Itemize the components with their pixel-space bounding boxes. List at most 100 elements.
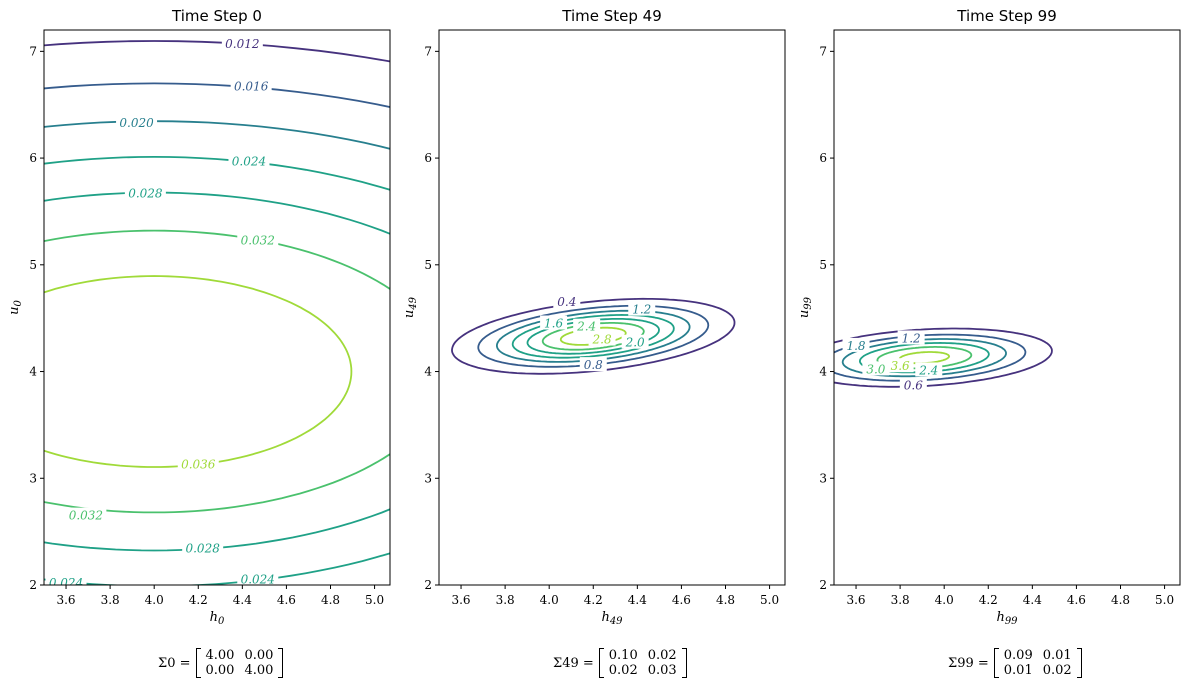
contour-level-0.032	[44, 229, 390, 514]
y-tick-label: 5	[29, 258, 37, 272]
y-tick-label: 4	[819, 365, 827, 379]
contour-level-0.024	[44, 155, 390, 585]
contour-level-0.020	[44, 120, 390, 150]
y-tick-label: 5	[424, 258, 432, 272]
contour-label: 1.2	[632, 303, 651, 317]
chart-title-2: Time Step 99	[956, 7, 1057, 25]
covariance-label-99: Σ99 =	[948, 655, 989, 671]
y-axis-label-2: u99	[797, 296, 814, 318]
x-tick-label: 4.4	[628, 593, 647, 607]
x-axis-label-2: h99	[996, 610, 1018, 627]
x-tick-label: 4.2	[189, 593, 208, 607]
x-tick-label: 3.6	[846, 593, 865, 607]
contour-label: 0.032	[241, 233, 275, 247]
contour-label: 0.020	[119, 116, 154, 130]
contour-level-1.8	[841, 338, 1007, 378]
x-tick-label: 3.8	[891, 593, 910, 607]
contour-label: 1.2	[902, 331, 921, 345]
y-tick-label: 2	[424, 578, 432, 592]
contour-label: 1.6	[544, 317, 563, 331]
x-tick-label: 4.6	[277, 593, 296, 607]
contour-label: 1.8	[846, 339, 865, 353]
cov-0-r0c1: 0.00	[244, 648, 274, 663]
contour-label: 0.4	[557, 295, 576, 309]
y-tick-label: 7	[29, 44, 37, 58]
x-tick-label: 5.0	[760, 593, 779, 607]
contour-label: 0.024	[232, 154, 266, 168]
x-tick-label: 3.8	[496, 593, 515, 607]
y-tick-label: 5	[819, 258, 827, 272]
contour-label: 0.024	[49, 576, 83, 590]
y-tick-label: 6	[424, 151, 432, 165]
contour-level-0.036	[44, 275, 353, 468]
x-tick-label: 4.0	[145, 593, 164, 607]
covariance-label-49: Σ49 =	[553, 655, 594, 671]
contour-level-0.028	[44, 191, 390, 552]
x-tick-label: 4.4	[1023, 593, 1042, 607]
cov-0-r0c0: 4.00	[205, 648, 235, 663]
x-tick-label: 5.0	[1155, 593, 1174, 607]
x-tick-label: 4.8	[716, 593, 735, 607]
covariance-matrix-0: Σ0 = 4.00 0.00 0.00 4.00	[158, 648, 284, 678]
x-tick-label: 4.2	[979, 593, 998, 607]
contour-label: 2.8	[592, 333, 612, 347]
cov-99-r1c1: 0.02	[1042, 663, 1072, 678]
axes-frame-2	[833, 29, 1181, 586]
y-tick-label: 3	[29, 471, 37, 485]
contour-level-3.0	[876, 346, 973, 370]
y-tick-label: 2	[819, 578, 827, 592]
contour-level-1.2	[834, 333, 1027, 382]
y-axis-label-1: u49	[402, 296, 419, 318]
x-axis-label-1: h49	[601, 610, 623, 627]
y-tick-label: 3	[424, 471, 432, 485]
x-tick-label: 4.6	[1067, 593, 1086, 607]
axes-frame-1	[438, 29, 786, 586]
x-tick-label: 4.6	[672, 593, 691, 607]
y-tick-label: 4	[424, 365, 432, 379]
chart-title-1: Time Step 49	[561, 7, 662, 25]
contour-level-0.016	[44, 82, 390, 108]
contour-label: 2.0	[625, 336, 645, 350]
cov-49-r0c1: 0.02	[647, 648, 677, 663]
x-tick-label: 4.8	[321, 593, 340, 607]
x-tick-label: 4.0	[540, 593, 559, 607]
covariance-matrix-49: Σ49 = 0.10 0.02 0.02 0.03	[553, 648, 687, 678]
subplot-0: 0.012 0.016 0.020 0.024 0.028 0.032 0.036 0.032…	[7, 7, 391, 627]
chart-title-0: Time Step 0	[171, 7, 262, 25]
y-axis-label-0: u0	[7, 300, 24, 315]
y-tick-label: 7	[819, 44, 827, 58]
y-tick-label: 4	[29, 365, 37, 379]
x-tick-label: 5.0	[365, 593, 384, 607]
contour-label: 2.4	[576, 320, 596, 334]
y-tick-label: 3	[819, 471, 827, 485]
cov-49-r1c1: 0.03	[647, 663, 677, 678]
y-tick-label: 7	[424, 44, 432, 58]
contour-level-0.6	[834, 327, 1053, 388]
x-tick-label: 4.8	[1111, 593, 1130, 607]
x-tick-label: 4.4	[233, 593, 252, 607]
subplot-1: 0.4 1.2 1.6 2.42.8 2.0 0.8 3.6 3.8 4.0 4.2 4.4 4.6 4…	[402, 7, 786, 627]
contour-label: 0.8	[584, 358, 603, 372]
x-tick-label: 3.6	[56, 593, 75, 607]
x-tick-label: 4.0	[935, 593, 954, 607]
covariance-label-0: Σ0 =	[158, 655, 191, 671]
contour-label: 3.0	[866, 362, 885, 376]
y-tick-label: 2	[29, 578, 37, 592]
cov-0-r1c0: 0.00	[205, 663, 235, 678]
cov-99-r0c1: 0.01	[1042, 648, 1072, 663]
y-tick-label: 6	[29, 151, 37, 165]
contour-level-0.012	[44, 40, 390, 63]
cov-0-r1c1: 4.00	[244, 663, 274, 678]
cov-49-r1c0: 0.02	[608, 663, 638, 678]
x-axis-label-0: h0	[210, 610, 225, 627]
contour-label: 0.6	[904, 378, 923, 392]
cov-99-r1c0: 0.01	[1003, 663, 1033, 678]
contour-label: 0.016	[234, 80, 269, 94]
axes-frame-0	[43, 29, 391, 586]
contour-label: 0.024	[241, 573, 275, 587]
subplot-2: 1.2 1.83.0 3.6 2.40.6 3.6 3.8 4.0 4.2 4.4 4.6 4.8 5…	[797, 7, 1181, 627]
contour-lines-2	[834, 327, 1053, 388]
contour-lines-0	[44, 40, 390, 585]
contour-label: 0.028	[128, 186, 163, 200]
